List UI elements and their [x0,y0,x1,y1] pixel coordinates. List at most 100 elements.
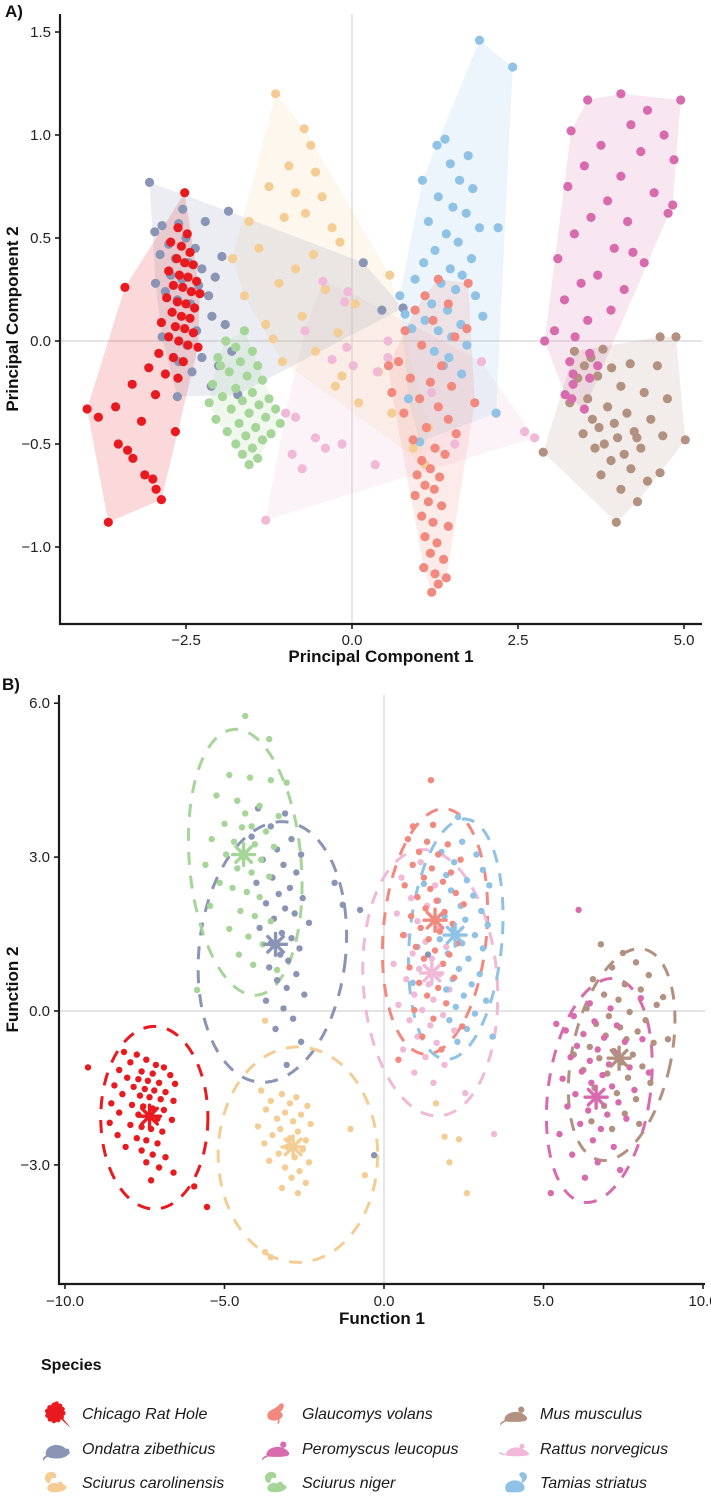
data-point-tamias_striatus [455,965,463,973]
data-point-mus_musculus [583,1005,590,1012]
data-point-tamias_striatus [482,997,490,1004]
data-point-tamias_striatus [466,254,477,264]
data-point-mus_musculus [655,468,665,478]
data-point-sciurus_niger [237,396,247,406]
chipmunk-icon [505,1472,527,1493]
y-tick-label: 0.5 [30,230,51,247]
flying-squirrel-icon [267,1403,284,1425]
data-point-mus_musculus [642,476,653,486]
data-point-sciurus_carolinensis [267,1097,274,1104]
data-point-glaucomys_volans [401,882,408,889]
data-point-peromyscus_leucopus [607,1005,614,1012]
data-point-glaucomys_volans [410,305,420,315]
data-point-peromyscus_leucopus [609,243,619,253]
data-point-chicago_rat_hole [157,1096,164,1103]
data-point-chicago_rat_hole [136,1092,144,1099]
data-point-chicago_rat_hole [106,1119,113,1126]
data-point-peromyscus_leucopus [668,200,678,210]
panel-a-plot: −2.5 0.0 2.5 5.0 1.5 1.0 0.5 0.0 −0.5 −1.0 Princip… [3,2,702,666]
data-point-rattus_norvegicus [340,297,350,307]
data-point-peromyscus_leucopus [616,89,626,99]
data-point-mus_musculus [632,1096,640,1103]
data-point-sciurus_niger [234,865,241,872]
data-point-glaucomys_volans [439,878,447,885]
y-tick-label: −1.0 [21,539,51,556]
data-point-glaucomys_volans [423,838,431,845]
data-point-sciurus_carolinensis [335,237,345,247]
data-point-peromyscus_leucopus [659,130,669,140]
data-point-ondatra_zibethicus [331,879,338,886]
data-point-chicago_rat_hole [172,297,182,307]
data-point-sciurus_carolinensis [254,243,264,253]
centroid-marker-mus_musculus [606,1045,632,1071]
data-point-mus_musculus [632,497,643,507]
data-point-glaucomys_volans [425,936,432,943]
data-point-glaucomys_volans [406,964,413,971]
data-point-peromyscus_leucopus [616,171,626,181]
data-point-chicago_rat_hole [128,453,138,463]
data-point-glaucomys_volans [447,869,455,876]
data-point-sciurus_niger [266,873,273,880]
data-point-sciurus_carolinensis [291,264,301,274]
data-point-tamias_striatus [462,916,469,923]
data-point-sciurus_carolinensis [286,1100,294,1107]
data-point-sciurus_carolinensis [244,216,254,227]
data-point-ondatra_zibethicus [358,258,368,268]
centroid-marker-ondatra_zibethicus [262,931,289,958]
data-point-rattus_norvegicus [462,1089,469,1097]
data-point-mus_musculus [619,449,629,459]
data-point-mus_musculus [671,332,681,342]
data-point-chicago_rat_hole [173,373,183,383]
data-point-chicago_rat_hole [144,363,154,373]
data-point-tamias_striatus [447,887,455,894]
data-point-tamias_striatus [470,291,481,301]
data-point-chicago_rat_hole [164,266,174,276]
data-point-sciurus_niger [270,843,278,850]
data-point-chicago_rat_hole [174,336,184,346]
data-point-rattus_norvegicus [415,965,423,973]
data-point-sciurus_niger [208,379,218,389]
data-point-glaucomys_volans [435,984,442,992]
data-point-rattus_norvegicus [342,342,352,352]
data-point-sciurus_carolinensis [299,124,309,134]
data-point-glaucomys_volans [420,291,430,301]
data-point-chicago_rat_hole [164,332,174,342]
data-point-glaucomys_volans [429,484,439,494]
data-point-tamias_striatus [403,394,413,404]
data-point-mus_musculus [622,408,632,418]
data-point-peromyscus_leucopus [621,1038,628,1045]
data-point-chicago_rat_hole [143,1137,150,1144]
data-point-ondatra_zibethicus [339,901,346,908]
data-point-glaucomys_volans [470,398,480,408]
data-point-peromyscus_leucopus [649,188,659,198]
data-point-chicago_rat_hole [127,379,137,389]
data-point-sciurus_carolinensis [446,1159,453,1166]
data-point-tamias_striatus [508,62,518,72]
data-point-sciurus_niger [247,346,257,356]
data-point-peromyscus_leucopus [637,995,644,1002]
data-point-mus_musculus [579,361,590,371]
data-point-tamias_striatus [395,291,405,301]
data-point-ondatra_zibethicus [144,177,155,187]
data-point-peromyscus_leucopus [568,369,578,379]
data-point-rattus_norvegicus [383,336,393,346]
data-point-ondatra_zibethicus [299,894,306,902]
y-tick-label: 6.0 [29,695,50,712]
data-point-chicago_rat_hole [180,188,190,198]
data-point-rattus_norvegicus [406,1017,413,1024]
data-point-chicago_rat_hole [193,342,203,352]
data-point-chicago_rat_hole [150,390,161,400]
data-point-chicago_rat_hole [128,1101,136,1109]
data-point-mus_musculus [636,1120,643,1128]
data-point-mus_musculus [659,993,667,1001]
data-point-sciurus_carolinensis [333,328,343,338]
data-point-rattus_norvegicus [310,433,321,443]
data-point-rattus_norvegicus [439,1011,447,1019]
data-point-sciurus_carolinensis [271,89,281,99]
centroid-marker-chicago_rat_hole [136,1103,163,1129]
centroid-marker-tamias_striatus [442,922,468,948]
data-point-mus_musculus [615,996,622,1003]
data-point-peromyscus_leucopus [636,146,646,157]
data-point-sciurus_niger [264,394,274,404]
data-point-glaucomys_volans [417,455,427,466]
